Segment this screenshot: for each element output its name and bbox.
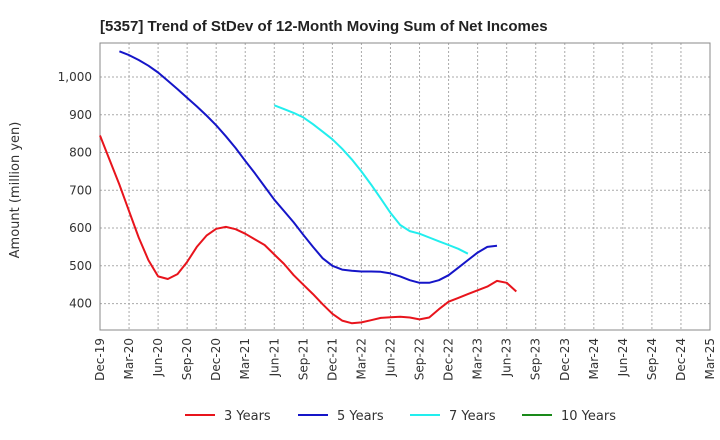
y-tick-label: 1,000	[58, 70, 92, 84]
x-tick-label: Mar-25	[703, 338, 717, 379]
plot-frame	[99, 42, 711, 331]
x-tick-label: Sep-23	[529, 338, 543, 380]
y-tick-label: 600	[69, 221, 92, 235]
y-tick-label: 500	[69, 259, 92, 273]
x-tick-label: Sep-24	[645, 338, 659, 380]
x-tick-label: Jun-20	[151, 338, 165, 377]
x-tick-label: Sep-20	[180, 338, 194, 380]
y-tick-label: 900	[69, 108, 92, 122]
x-tick-label: Mar-21	[238, 338, 252, 379]
legend-item: 7 Years	[410, 409, 496, 424]
grid	[100, 43, 710, 330]
x-tick-label: Mar-24	[587, 338, 601, 379]
x-tick-label: Jun-23	[500, 338, 514, 377]
legend-label: 3 Years	[224, 409, 271, 424]
chart-title: [5357] Trend of StDev of 12-Month Moving…	[100, 18, 548, 35]
legend-item: 10 Years	[522, 409, 616, 424]
x-tick-label: Jun-22	[383, 338, 397, 377]
x-tick-label: Sep-21	[296, 338, 310, 380]
y-tick-label: 700	[69, 183, 92, 197]
x-axis-ticks: Dec-19 Mar-20 Jun-20 Sep-20 Dec-20 Mar-21 Jun-…	[93, 338, 717, 381]
x-tick-label: Dec-19	[93, 338, 107, 381]
y-tick-label: 400	[69, 297, 92, 311]
series-lines	[99, 50, 517, 325]
x-tick-label: Sep-22	[413, 338, 427, 380]
legend-label: 7 Years	[449, 409, 496, 424]
y-axis-label: Amount (million yen)	[8, 122, 23, 259]
x-tick-label: Mar-20	[122, 338, 136, 379]
x-tick-label: Dec-20	[209, 338, 223, 381]
legend-item: 3 Years	[185, 409, 271, 424]
x-tick-label: Mar-22	[354, 338, 368, 379]
legend-label: 10 Years	[561, 409, 616, 424]
y-axis-ticks: 400 500 600 700 800 900 1,000	[58, 70, 92, 311]
y-tick-label: 800	[69, 146, 92, 160]
x-tick-label: Jun-24	[616, 338, 630, 377]
series-line-5-years	[119, 50, 498, 284]
x-tick-label: Dec-21	[325, 338, 339, 381]
x-tick-label: Mar-23	[471, 338, 485, 379]
legend-label: 5 Years	[337, 409, 384, 424]
x-tick-label: Dec-24	[674, 338, 688, 381]
x-tick-label: Jun-21	[267, 338, 281, 377]
legend-item: 5 Years	[298, 409, 384, 424]
legend: 3 Years 5 Years 7 Years 10 Years	[185, 409, 616, 424]
x-tick-label: Dec-22	[442, 338, 456, 381]
series-line-7-years	[273, 104, 469, 255]
x-tick-label: Dec-23	[558, 338, 572, 381]
series-line-3-years	[99, 135, 517, 325]
